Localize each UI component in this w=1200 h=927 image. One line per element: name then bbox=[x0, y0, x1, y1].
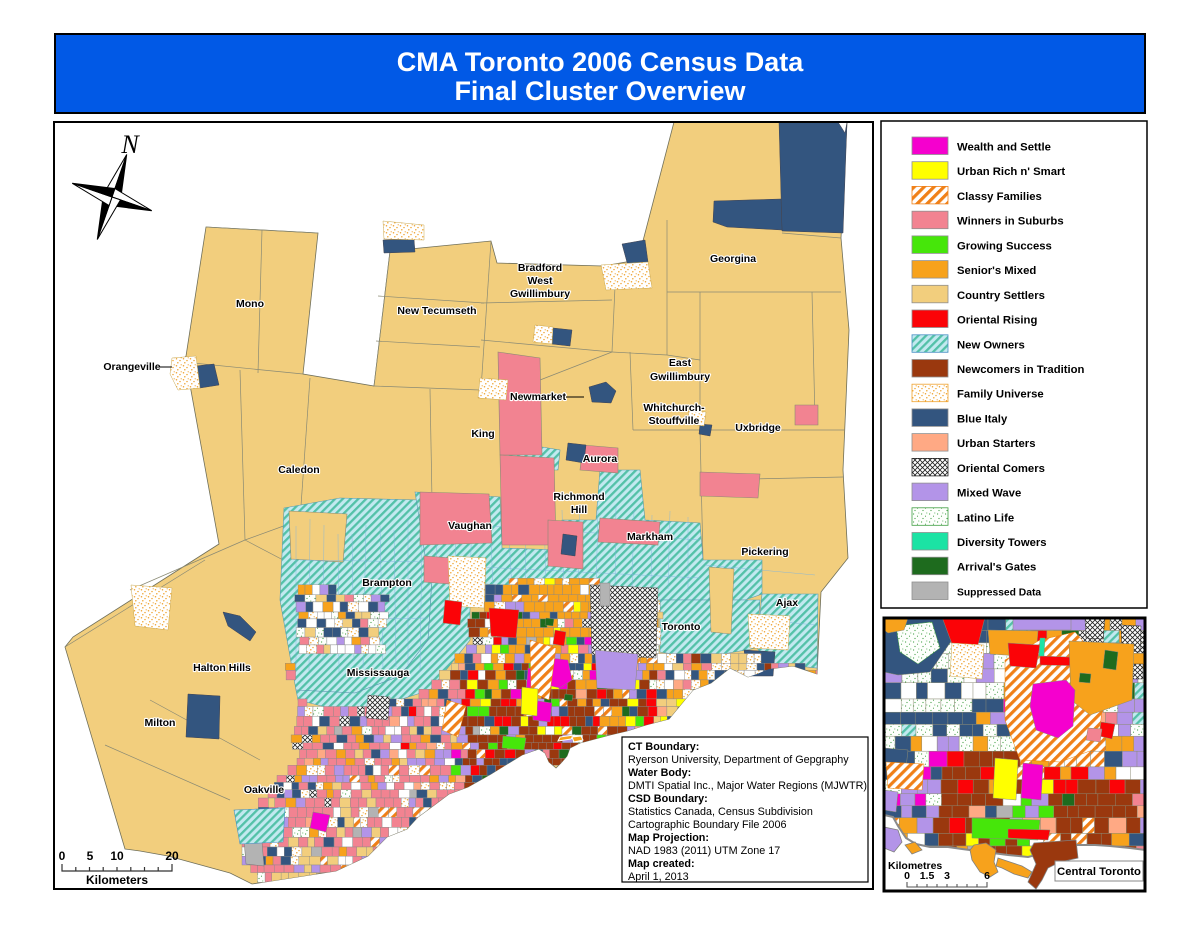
svg-text:Whitchurch-: Whitchurch- bbox=[643, 402, 705, 414]
svg-text:Caledon: Caledon bbox=[278, 464, 319, 476]
svg-text:Statistics Canada, Census Subd: Statistics Canada, Census Subdivision bbox=[628, 806, 813, 818]
svg-text:King: King bbox=[471, 428, 494, 440]
svg-text:CSD Boundary:: CSD Boundary: bbox=[628, 793, 708, 805]
svg-text:Diversity Towers: Diversity Towers bbox=[957, 537, 1047, 549]
svg-text:Blue Italy: Blue Italy bbox=[957, 413, 1008, 425]
svg-text:April 1, 2013: April 1, 2013 bbox=[628, 871, 689, 883]
svg-text:New Owners: New Owners bbox=[957, 339, 1025, 351]
svg-text:3: 3 bbox=[944, 870, 950, 882]
svg-text:CMA Toronto 2006 Census Data: CMA Toronto 2006 Census Data bbox=[397, 47, 805, 77]
svg-text:Central Toronto: Central Toronto bbox=[1057, 866, 1141, 878]
svg-text:Mixed Wave: Mixed Wave bbox=[957, 488, 1021, 500]
svg-text:NAD 1983 (2011) UTM Zone 17: NAD 1983 (2011) UTM Zone 17 bbox=[628, 845, 780, 857]
svg-text:Water Body:: Water Body: bbox=[628, 767, 691, 779]
svg-text:Toronto: Toronto bbox=[662, 621, 701, 633]
svg-text:Mono: Mono bbox=[236, 298, 264, 310]
svg-text:Oriental Comers: Oriental Comers bbox=[957, 463, 1045, 475]
svg-text:Senior's Mixed: Senior's Mixed bbox=[957, 265, 1036, 277]
svg-text:East: East bbox=[669, 357, 692, 369]
svg-text:Richmond: Richmond bbox=[553, 491, 604, 503]
svg-text:Kilometers: Kilometers bbox=[86, 873, 148, 887]
svg-text:Newmarket: Newmarket bbox=[510, 391, 567, 403]
svg-text:Classy Families: Classy Families bbox=[957, 191, 1042, 203]
svg-text:Ryerson University, Department: Ryerson University, Department of Gepgra… bbox=[628, 754, 849, 766]
svg-text:Aurora: Aurora bbox=[583, 453, 618, 465]
svg-text:Suppressed Data: Suppressed Data bbox=[957, 588, 1041, 599]
svg-text:Urban Starters: Urban Starters bbox=[957, 438, 1035, 450]
svg-text:Urban Rich n' Smart: Urban Rich n' Smart bbox=[957, 166, 1065, 178]
svg-text:1.5: 1.5 bbox=[920, 870, 935, 882]
svg-text:Vaughan: Vaughan bbox=[448, 520, 492, 532]
svg-text:Arrival's Gates: Arrival's Gates bbox=[957, 562, 1036, 574]
svg-text:Hill: Hill bbox=[571, 504, 587, 516]
svg-text:Ajax: Ajax bbox=[776, 597, 798, 609]
svg-text:Newcomers in Tradition: Newcomers in Tradition bbox=[957, 364, 1085, 376]
svg-text:0: 0 bbox=[904, 870, 910, 882]
svg-text:5: 5 bbox=[87, 849, 94, 863]
svg-text:Family Universe: Family Universe bbox=[957, 389, 1044, 401]
svg-text:Oakville: Oakville bbox=[244, 784, 284, 796]
svg-text:6: 6 bbox=[984, 870, 990, 882]
svg-text:Winners in Suburbs: Winners in Suburbs bbox=[957, 216, 1064, 228]
svg-text:10: 10 bbox=[110, 849, 124, 863]
svg-text:Mississauga: Mississauga bbox=[347, 667, 410, 679]
svg-text:Gwillimbury: Gwillimbury bbox=[510, 288, 570, 300]
svg-text:Kilometres: Kilometres bbox=[888, 860, 942, 872]
svg-text:Stouffville: Stouffville bbox=[649, 415, 700, 427]
svg-text:N: N bbox=[120, 130, 140, 159]
svg-text:Latino Life: Latino Life bbox=[957, 512, 1014, 524]
svg-text:Bradford: Bradford bbox=[518, 262, 562, 274]
svg-text:Pickering: Pickering bbox=[741, 546, 788, 558]
svg-text:Gwillimbury: Gwillimbury bbox=[650, 371, 710, 383]
svg-text:Map created:: Map created: bbox=[628, 858, 695, 870]
svg-text:Orangeville: Orangeville bbox=[103, 361, 160, 373]
svg-text:West: West bbox=[528, 275, 553, 287]
svg-text:Map Projection:: Map Projection: bbox=[628, 832, 709, 844]
svg-text:Georgina: Georgina bbox=[710, 253, 756, 265]
svg-text:Milton: Milton bbox=[145, 717, 176, 729]
svg-text:Cartographic Boundary File 200: Cartographic Boundary File 2006 bbox=[628, 819, 786, 831]
svg-text:Growing Success: Growing Success bbox=[957, 240, 1052, 252]
svg-text:Country Settlers: Country Settlers bbox=[957, 290, 1045, 302]
svg-text:Uxbridge: Uxbridge bbox=[735, 422, 781, 434]
svg-text:Brampton: Brampton bbox=[362, 577, 412, 589]
svg-text:Markham: Markham bbox=[627, 531, 673, 543]
svg-text:CT Boundary:: CT Boundary: bbox=[628, 741, 699, 753]
svg-text:New Tecumseth: New Tecumseth bbox=[397, 305, 476, 317]
svg-text:0: 0 bbox=[59, 849, 66, 863]
svg-text:DMTI Spatial Inc., Major Water: DMTI Spatial Inc., Major Water Regions (… bbox=[628, 780, 867, 792]
svg-text:20: 20 bbox=[165, 849, 179, 863]
svg-text:Wealth and Settle: Wealth and Settle bbox=[957, 142, 1051, 154]
svg-text:Halton Hills: Halton Hills bbox=[193, 662, 251, 674]
svg-text:Oriental Rising: Oriental Rising bbox=[957, 315, 1037, 327]
svg-text:Final Cluster Overview: Final Cluster Overview bbox=[454, 76, 746, 106]
